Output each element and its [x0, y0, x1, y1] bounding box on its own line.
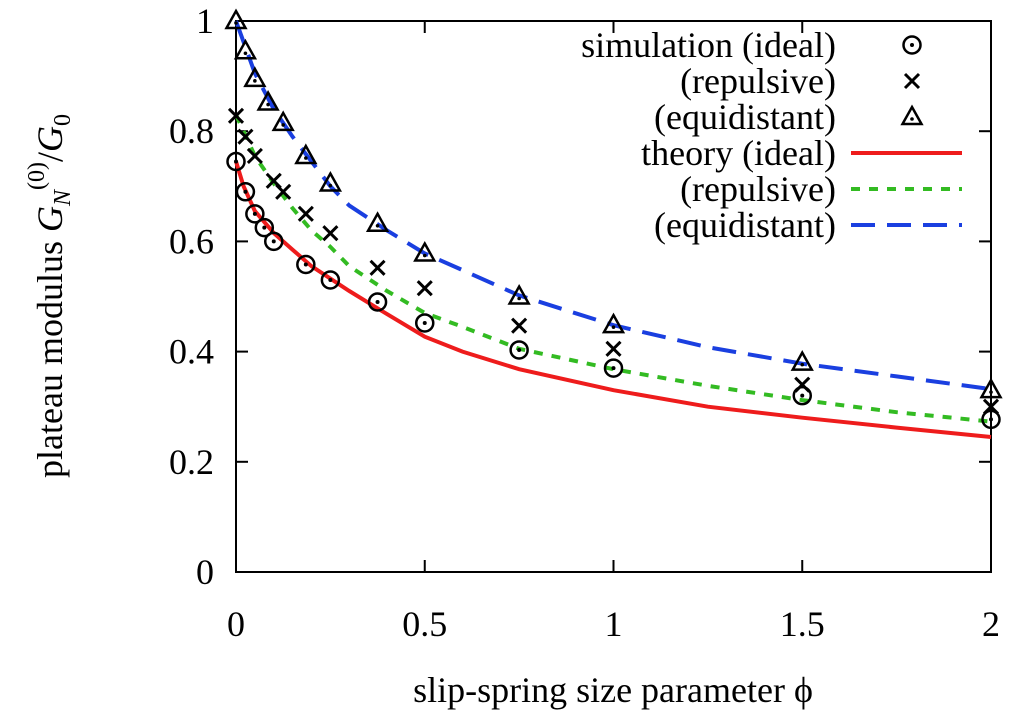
- marker-triangle-dot: [601, 312, 626, 334]
- y-axis-title-prefix: plateau modulus: [30, 232, 70, 478]
- y-tick-label: 0.4: [169, 332, 214, 372]
- legend-label-theory-ideal: theory (ideal): [641, 133, 836, 173]
- x-tick-label: 2: [982, 604, 1000, 644]
- marker-triangle-dot: [256, 89, 280, 111]
- marker-circle-dot: [603, 358, 624, 378]
- theory-lines: [234, 20, 992, 439]
- marker-circle-dot: [226, 151, 246, 172]
- marker-triangle-dot: [790, 350, 814, 371]
- marker-cross: [794, 376, 811, 393]
- marker-triangle-dot: [294, 143, 318, 165]
- y-tick-label: 0: [196, 552, 214, 592]
- simulation-markers: [224, 8, 1003, 430]
- marker-circle-dot: [320, 270, 341, 290]
- legend-label-equidistant: (equidistant): [654, 97, 836, 137]
- marker-cross: [511, 317, 528, 334]
- marker-circle-dot: [254, 217, 275, 238]
- marker-cross: [275, 183, 292, 200]
- marker-cross: [416, 280, 433, 297]
- y-tick-label: 0.6: [169, 221, 214, 261]
- legend-marker-cross: [903, 72, 921, 90]
- marker-triangle-dot: [271, 110, 295, 132]
- legend-marker-circle-dot: [902, 35, 922, 55]
- marker-circle-dot: [509, 340, 529, 360]
- marker-cross: [246, 147, 263, 165]
- y-axis-title-sup: (0): [24, 162, 50, 190]
- y-axis-title-g0: G: [30, 126, 70, 152]
- marker-circle-dot: [792, 385, 812, 406]
- x-tick-label: 0.5: [402, 604, 447, 644]
- marker-cross: [369, 259, 386, 276]
- marker-triangle-dot: [224, 8, 248, 30]
- legend: simulation (ideal)(repulsive)(equidistan…: [581, 25, 962, 245]
- marker-triangle-dot: [979, 377, 1003, 399]
- y-tick-label: 0.2: [169, 442, 214, 482]
- x-tick-label: 0: [227, 604, 245, 644]
- x-axis-title: slip-spring size parameter ϕ: [413, 670, 813, 710]
- marker-cross: [297, 205, 314, 222]
- marker-cross: [227, 107, 245, 124]
- axis-ticks: 0 0.5 1 1.5 2 0 0.2 0.4 0.6 0.8 1: [169, 1, 1000, 644]
- y-axis-title-sub-0: 0: [50, 114, 76, 126]
- marker-circle-dot: [296, 254, 316, 275]
- marker-triangle-dot: [233, 38, 258, 60]
- marker-cross: [322, 225, 339, 242]
- marker-triangle-dot: [365, 211, 390, 233]
- y-axis-title-slash: /: [30, 152, 70, 162]
- marker-triangle-dot: [318, 170, 343, 192]
- y-tick-label: 0.8: [169, 111, 214, 151]
- theory-line-dashed: [234, 20, 992, 392]
- legend-label-simulation-ideal: simulation (ideal): [581, 25, 836, 65]
- y-axis-title: plateau modulus GN(0)/G0: [24, 114, 76, 478]
- marker-cross: [237, 128, 254, 145]
- marker-cross: [605, 340, 622, 357]
- marker-triangle-dot: [243, 66, 267, 88]
- plot-frame: [235, 20, 992, 573]
- x-tick-label: 1: [605, 604, 623, 644]
- legend-marker-triangle-dot: [900, 104, 924, 126]
- legend-label-repulsive: (repulsive): [680, 169, 836, 209]
- marker-circle-dot: [367, 292, 388, 312]
- marker-cross: [982, 398, 1000, 415]
- theory-line-dotted: [234, 113, 992, 424]
- marker-triangle-dot: [413, 240, 437, 262]
- marker-circle-dot: [981, 409, 1001, 430]
- marker-circle-dot: [264, 231, 284, 252]
- x-tick-label: 1.5: [780, 604, 825, 644]
- marker-triangle-dot: [507, 283, 531, 305]
- theory-line-solid: [234, 160, 992, 439]
- y-tick-label: 1: [196, 1, 214, 41]
- y-axis-title-g: G: [30, 206, 70, 232]
- legend-label-equidistant: (equidistant): [654, 205, 836, 245]
- marker-circle-dot: [415, 313, 435, 333]
- marker-circle-dot: [235, 182, 256, 202]
- y-axis-title-sub-n: N: [50, 188, 76, 207]
- marker-circle-dot: [245, 204, 265, 224]
- legend-label-repulsive: (repulsive): [680, 61, 836, 101]
